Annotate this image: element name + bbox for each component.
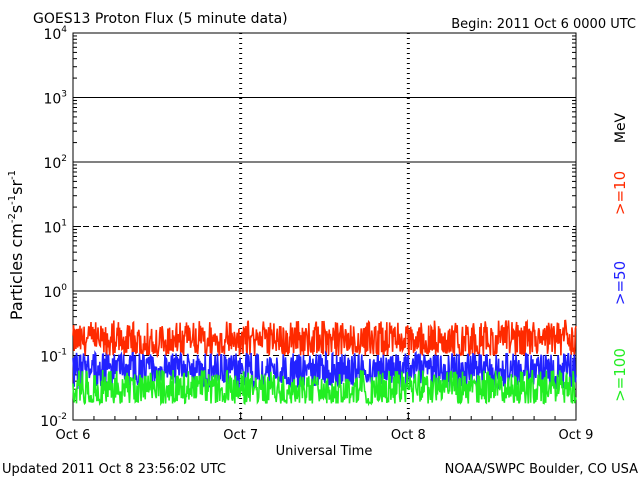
y-tick-label: 103 bbox=[43, 90, 67, 108]
x-tick-label: Oct 6 bbox=[56, 428, 91, 443]
x-tick-label: Oct 9 bbox=[559, 428, 594, 443]
legend-ge100: >=100 bbox=[611, 348, 629, 402]
x-axis-label: Universal Time bbox=[276, 444, 373, 459]
source-credit: NOAA/SWPC Boulder, CO USA bbox=[445, 462, 638, 477]
y-tick-label: 101 bbox=[43, 219, 67, 237]
x-tick-label: Oct 7 bbox=[223, 428, 258, 443]
x-tick-labels: Oct 6 Oct 7 Oct 8 Oct 9 bbox=[56, 428, 594, 443]
y-tick-label: 100 bbox=[43, 283, 67, 301]
chart-title: GOES13 Proton Flux (5 minute data) bbox=[33, 11, 288, 27]
legend-ge10: >=10 bbox=[611, 171, 629, 215]
begin-label: Begin: 2011 Oct 6 0000 UTC bbox=[451, 17, 636, 32]
y-tick-label: 10-1 bbox=[40, 348, 67, 366]
y-axis-label-sup1: -2 bbox=[7, 213, 18, 223]
legend-ge50: >=50 bbox=[611, 261, 629, 305]
x-tick-label: Oct 8 bbox=[391, 428, 426, 443]
updated-timestamp: Updated 2011 Oct 8 23:56:02 UTC bbox=[2, 462, 226, 477]
y-tick-labels: 104 103 102 101 100 10-1 10-2 bbox=[40, 25, 67, 430]
y-axis-label: Particles cm-2s-1sr-1 bbox=[7, 170, 26, 320]
y-tick-label: 102 bbox=[43, 154, 67, 172]
series-lines bbox=[72, 318, 577, 407]
y-tick-label: 10-2 bbox=[40, 412, 67, 430]
series-line-ge10 bbox=[72, 318, 577, 359]
y-tick-label: 104 bbox=[43, 25, 67, 43]
series-line-ge100 bbox=[72, 369, 577, 407]
legend-unit-mev: MeV bbox=[613, 112, 629, 143]
